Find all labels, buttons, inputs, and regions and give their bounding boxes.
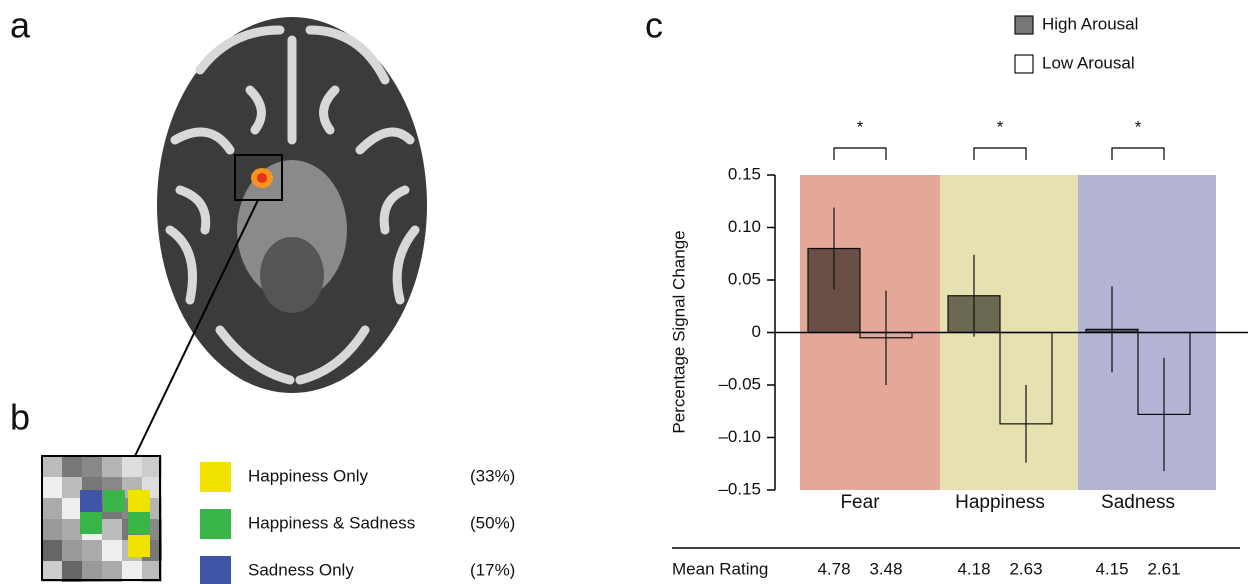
- legend-swatch: [200, 462, 231, 492]
- legend-label: Happiness Only: [248, 466, 369, 485]
- legend-label: High Arousal: [1042, 14, 1138, 33]
- pixel: [122, 456, 142, 477]
- pixel: [82, 540, 102, 561]
- brain-image: [135, 17, 427, 456]
- rating-value: 4.18: [957, 559, 990, 578]
- panel-label: a: [10, 5, 31, 46]
- rating-value: 2.63: [1009, 559, 1042, 578]
- significance-star: *: [857, 117, 864, 136]
- pixel: [82, 456, 102, 477]
- pixel: [42, 540, 62, 561]
- pixel: [62, 498, 82, 519]
- pixel: [42, 477, 62, 498]
- roi-zoom: [42, 456, 162, 582]
- pixel: [42, 456, 62, 477]
- x-tick-label: Fear: [840, 492, 880, 513]
- pixel: [62, 477, 82, 498]
- pixel: [42, 561, 62, 582]
- pixel: [102, 456, 122, 477]
- pixel: [62, 519, 82, 540]
- rating-value: 3.48: [869, 559, 902, 578]
- legend-percent: (17%): [470, 560, 515, 579]
- significance-bracket: [834, 148, 886, 160]
- legend-swatch: [200, 509, 231, 539]
- legend-percent: (33%): [470, 466, 515, 485]
- row-label: Mean Rating: [672, 559, 768, 578]
- pixel: [122, 561, 142, 582]
- y-tick-label: 0: [752, 322, 761, 341]
- roi-voxel: [128, 512, 150, 534]
- legend-label: Happiness & Sadness: [248, 513, 415, 532]
- pixel: [62, 561, 82, 582]
- y-tick-label: –0.15: [718, 479, 761, 498]
- pixel: [42, 519, 62, 540]
- roi-voxel: [128, 490, 150, 512]
- legend-percent: (50%): [470, 513, 515, 532]
- roi-voxel: [80, 512, 102, 534]
- legend-label: Sadness Only: [248, 560, 354, 579]
- legend-label: Low Arousal: [1042, 53, 1135, 72]
- legend-swatch: [1015, 55, 1033, 73]
- pixel: [82, 561, 102, 582]
- legend-swatch: [200, 556, 231, 584]
- x-tick-label: Sadness: [1101, 492, 1175, 513]
- significance-bracket: [1112, 148, 1164, 160]
- pixel: [42, 498, 62, 519]
- roi-voxel: [80, 490, 102, 512]
- pixel: [102, 519, 122, 540]
- pixel: [102, 540, 122, 561]
- figure: a b c Percentage Signal Change Happiness…: [0, 0, 1248, 584]
- y-tick-label: 0.10: [728, 217, 761, 236]
- rating-value: 4.15: [1095, 559, 1128, 578]
- y-axis-title: Percentage Signal Change: [669, 230, 688, 433]
- y-tick-label: –0.05: [718, 374, 761, 393]
- y-tick-label: 0.15: [728, 164, 761, 183]
- pixel: [102, 561, 122, 582]
- pixel: [62, 456, 82, 477]
- pixel: [62, 540, 82, 561]
- rating-value: 2.61: [1147, 559, 1180, 578]
- y-tick-label: 0.05: [728, 269, 761, 288]
- significance-star: *: [997, 117, 1004, 136]
- significance-bracket: [974, 148, 1026, 160]
- panel-label: b: [10, 397, 30, 438]
- x-tick-label: Happiness: [955, 492, 1045, 513]
- significance-star: *: [1135, 117, 1142, 136]
- roi-voxel: [128, 535, 150, 557]
- rating-value: 4.78: [817, 559, 850, 578]
- roi-voxel: [103, 490, 125, 512]
- legend-swatch: [1015, 16, 1033, 34]
- y-tick-label: –0.10: [718, 427, 761, 446]
- panel-label: c: [645, 5, 663, 46]
